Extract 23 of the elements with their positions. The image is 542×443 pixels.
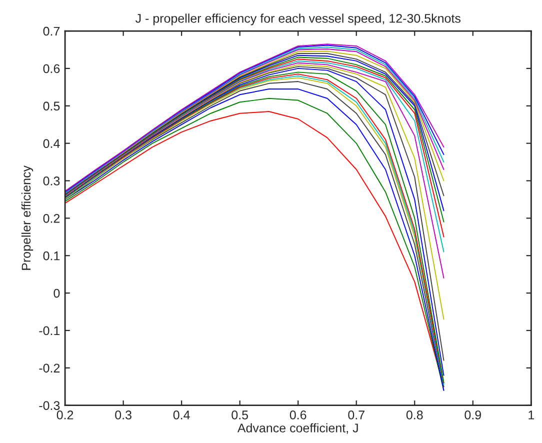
y-tick-label: -0.1 (39, 326, 60, 336)
chart-title: J - propeller efficiency for each vessel speed, 12-30.5knots (135, 14, 460, 26)
y-tick-label: -0.2 (39, 364, 60, 373)
y-tick-label: 0.1 (43, 251, 60, 260)
x-tick-label: 0.7 (348, 410, 364, 420)
y-tick-label: 0.2 (43, 214, 60, 223)
y-tick-label: 0.3 (43, 176, 60, 186)
x-tick-label: 0.4 (173, 410, 190, 420)
y-axis-title: Propeller efficiency (21, 166, 34, 270)
x-tick-label: 0.2 (56, 410, 74, 420)
x-tick-label: 0.6 (290, 410, 306, 420)
y-tick-label: 0.6 (43, 64, 60, 74)
x-tick-label: 0.9 (464, 410, 481, 420)
y-tick-label: 0.7 (43, 26, 60, 36)
x-tick-label: 0.3 (115, 410, 132, 420)
x-axis-title: Advance coefficient, J (237, 423, 358, 434)
y-tick-label: 0.4 (43, 139, 60, 148)
y-tick-label: 0 (54, 288, 60, 298)
y-tick-label: -0.3 (39, 401, 60, 410)
x-tick-label: 1 (528, 410, 534, 420)
y-tick-label: 0.5 (43, 102, 60, 111)
x-tick-label: 0.5 (232, 410, 248, 420)
x-tick-label: 0.8 (406, 410, 423, 420)
